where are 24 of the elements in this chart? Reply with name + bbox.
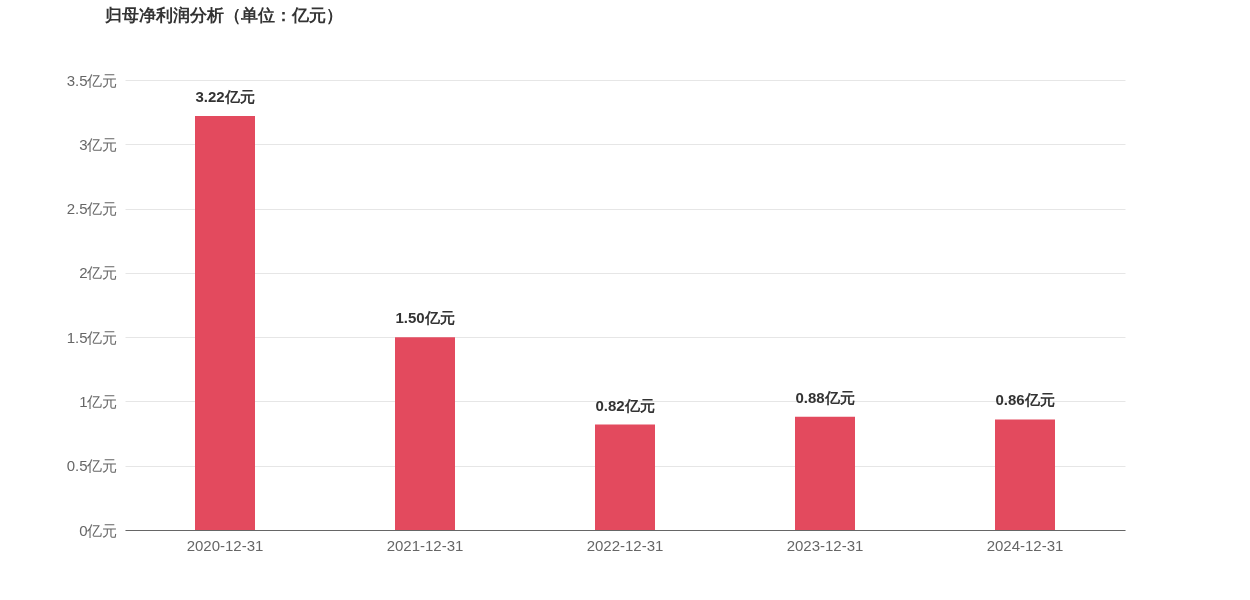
x-tick-label: 2023-12-31: [786, 536, 864, 554]
bar: [795, 416, 855, 530]
bar: [595, 424, 655, 530]
y-tick-label: 3.5亿元: [66, 71, 118, 89]
x-tick-label: 2024-12-31: [986, 536, 1064, 554]
data-label: 0.86亿元: [995, 391, 1055, 409]
y-tick-label: 0亿元: [79, 521, 118, 539]
bar: [395, 337, 455, 530]
x-tick-label: 2021-12-31: [386, 536, 464, 554]
y-tick-label: 2.5亿元: [66, 200, 118, 218]
y-tick-label: 2亿元: [79, 264, 118, 282]
x-tick-label: 2022-12-31: [586, 536, 664, 554]
data-label: 3.22亿元: [195, 88, 255, 105]
y-tick-label: 1.5亿元: [66, 328, 118, 346]
y-tick-label: 0.5亿元: [66, 457, 118, 475]
data-label: 1.50亿元: [395, 309, 455, 327]
bar: [195, 116, 255, 530]
x-tick-label: 2020-12-31: [186, 536, 264, 554]
chart-title: 归母净利润分析（单位：亿元）: [104, 6, 343, 25]
data-label: 0.88亿元: [795, 388, 855, 406]
y-tick-label: 1亿元: [79, 392, 118, 410]
data-label: 0.82亿元: [595, 396, 655, 414]
y-tick-label: 3亿元: [79, 135, 118, 153]
bar: [995, 419, 1055, 530]
